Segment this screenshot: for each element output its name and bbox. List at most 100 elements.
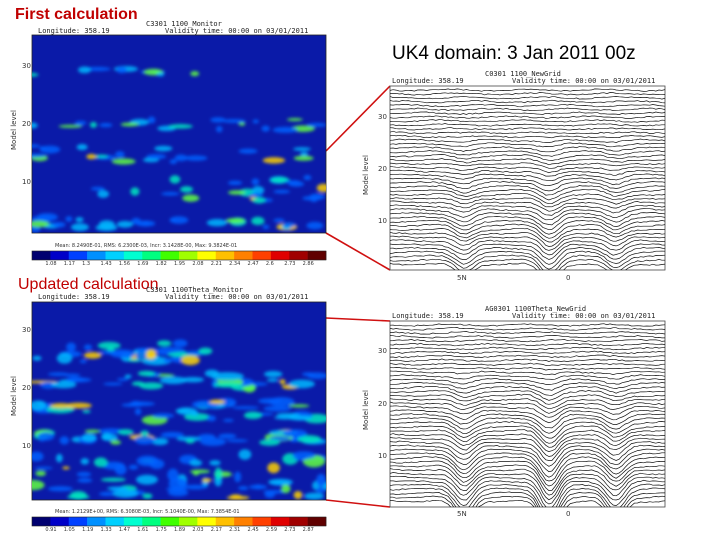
contour-line: [390, 146, 665, 153]
colorbar-tick-label: 1.3: [82, 261, 91, 267]
colorbar-swatch: [179, 517, 198, 526]
contour-line: [390, 250, 665, 270]
tr-validity: Validity time: 00:00 on 03/01/2011: [512, 77, 656, 85]
br-xtick-5n: 5N: [457, 510, 467, 518]
heatmap-cell: [67, 494, 90, 500]
heatmap-cell: [263, 405, 292, 412]
contour-line: [390, 103, 665, 108]
heatmap-cell: [90, 186, 105, 191]
heatmap-cell: [32, 400, 47, 411]
colorbar-swatch: [68, 517, 88, 526]
heatmap-cell: [238, 449, 252, 460]
heatmap-cell: [128, 401, 155, 407]
contour-line: [390, 448, 665, 473]
contour-line: [390, 440, 665, 461]
heatmap-cell: [159, 376, 188, 385]
heatmap-cell: [288, 415, 312, 421]
contour-line: [390, 374, 665, 380]
contour-line: [390, 389, 665, 401]
contour-line: [390, 339, 665, 343]
heatmap-cell: [169, 175, 181, 184]
contour-line: [390, 331, 665, 335]
tl-header-id: C3301 1100_Monitor: [146, 20, 222, 28]
colorbar-swatch: [252, 251, 272, 260]
colorbar-frame: [31, 516, 327, 527]
updated-calculation-label: Updated calculation: [18, 276, 159, 293]
heatmap-cell: [99, 491, 115, 497]
heatmap-cell: [140, 430, 149, 437]
heatmap-cell: [128, 464, 139, 470]
br-contour-panel: [389, 320, 666, 508]
heatmap-cell: [199, 437, 226, 446]
colorbar-swatch: [197, 517, 217, 526]
heatmap-cell: [98, 220, 115, 229]
contour-line: [390, 483, 665, 507]
heatmap-cell: [292, 451, 316, 460]
colorbar-swatch: [307, 251, 327, 260]
heatmap-cell: [316, 473, 326, 487]
heatmap-cell: [272, 126, 298, 133]
heatmap-cell: [206, 415, 216, 422]
heatmap-cell: [120, 122, 139, 127]
colorbar-swatch: [160, 251, 180, 260]
tr-ytick-30: 30: [378, 113, 387, 121]
colorbar-swatch: [289, 251, 308, 260]
contour-line: [390, 421, 665, 439]
heatmap-cell: [116, 377, 129, 381]
contour-line: [390, 239, 665, 256]
heatmap-cell: [76, 471, 92, 477]
heatmap-cell: [273, 189, 291, 194]
connector-line-bottom-2: [325, 499, 391, 508]
contour-line: [390, 495, 665, 507]
heatmap-cell: [294, 457, 307, 461]
heatmap-cell: [146, 154, 167, 160]
heatmap-cell: [238, 148, 258, 154]
heatmap-cell: [39, 145, 61, 154]
heatmap-cell: [284, 180, 301, 185]
colorbar-frame: [31, 250, 327, 261]
heatmap-cell: [259, 439, 280, 446]
heatmap-cell: [180, 355, 200, 366]
contour-line: [390, 346, 665, 351]
heatmap-cell: [270, 177, 290, 184]
contour-line: [390, 235, 665, 251]
tr-xtick-5n: 5N: [457, 274, 467, 282]
contour-line: [390, 472, 665, 501]
heatmap-cell: [227, 180, 243, 186]
contour-line: [390, 335, 665, 339]
heatmap-cell: [32, 122, 38, 129]
colorbar-tick-label: 1.43: [100, 261, 112, 267]
br-ytick-20: 20: [378, 400, 387, 408]
slide-title: UK4 domain: 3 Jan 2011 00z: [392, 43, 636, 64]
contour-line: [390, 382, 665, 391]
heatmap-cell: [307, 122, 326, 127]
contour-line: [390, 362, 665, 367]
contour-line: [390, 246, 665, 265]
heatmap-cell: [189, 469, 210, 474]
heatmap-cell: [306, 221, 324, 230]
colorbar-swatch: [105, 251, 125, 260]
heatmap-cell: [110, 440, 122, 445]
contour-line: [390, 99, 665, 104]
heatmap-cell: [137, 370, 155, 377]
heatmap-cell: [147, 116, 156, 124]
contour-line: [390, 437, 665, 457]
heatmap-cell: [304, 492, 324, 500]
heatmap-cell: [98, 428, 125, 434]
heatmap-cell: [35, 470, 46, 477]
heatmap-cell: [209, 399, 226, 404]
heatmap-cell: [293, 147, 311, 151]
heatmap-cell: [136, 474, 158, 485]
heatmap-cell: [281, 484, 291, 494]
colorbar-tick-label: 2.73: [284, 527, 296, 533]
heatmap-cell: [32, 355, 42, 361]
heatmap-cell: [66, 342, 77, 352]
heatmap-cell: [124, 374, 132, 379]
heatmap-cell: [252, 119, 259, 124]
colorbar-swatch: [87, 517, 106, 526]
heatmap-cell: [316, 183, 326, 193]
heatmap-cell: [287, 118, 303, 122]
heatmap-cell: [56, 453, 63, 463]
bl-header-id: C3301 1100Theta_Monitor: [146, 286, 243, 294]
heatmap-cell: [216, 125, 223, 133]
